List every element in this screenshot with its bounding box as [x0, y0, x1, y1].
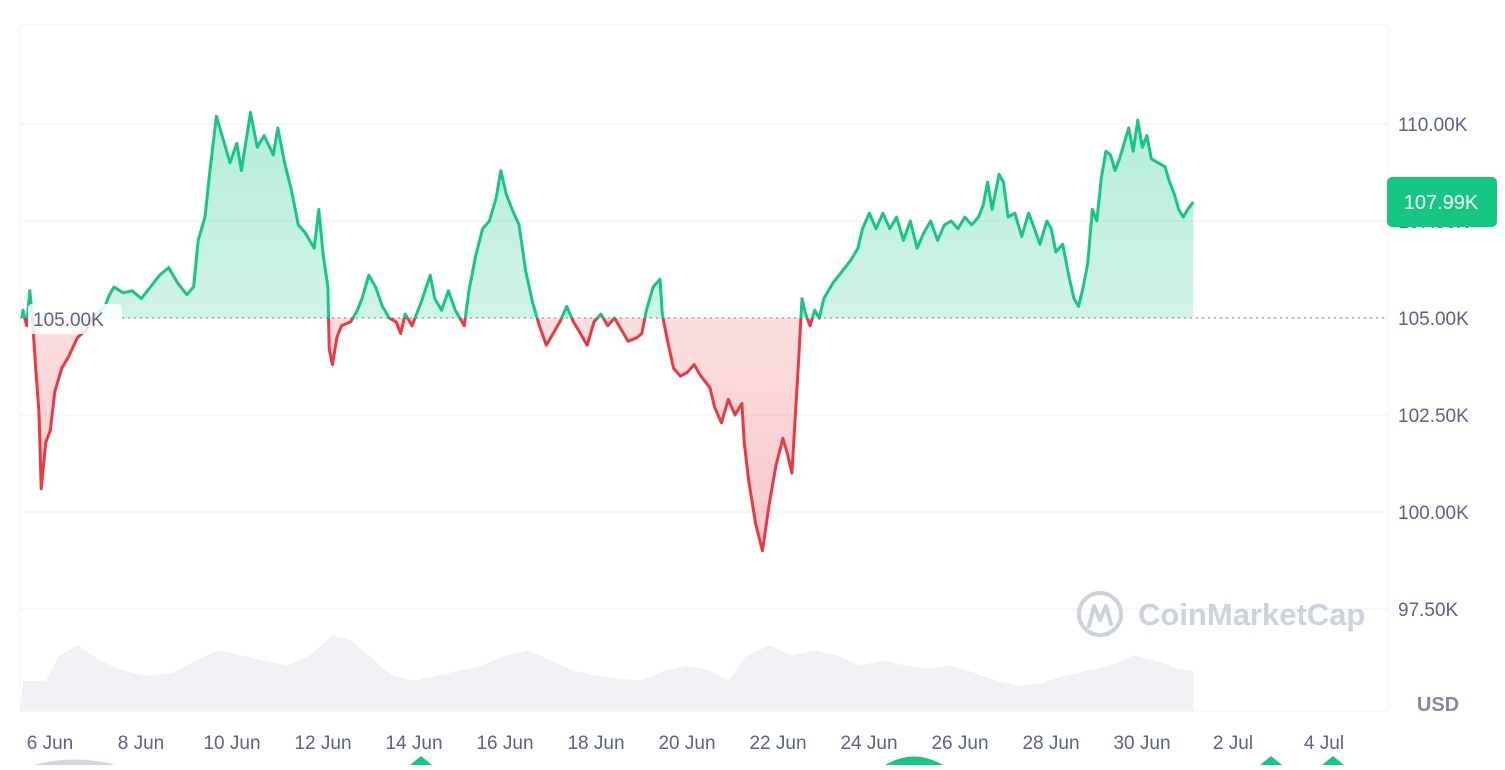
coinmarketcap-logo-wave	[1087, 604, 1113, 628]
baseline-label-bg	[28, 304, 122, 334]
x-tick-label: 10 Jun	[203, 733, 260, 754]
baseline-label: 105.00K	[28, 304, 122, 334]
current-price-label: 107.99K	[1404, 192, 1479, 214]
y-tick-label: 105.00K	[1398, 309, 1469, 330]
current-price-badge: 107.99K	[1387, 176, 1497, 227]
x-tick-label: 4 Jul	[1304, 733, 1344, 754]
x-tick-label: 28 Jun	[1022, 733, 1079, 754]
price-area	[22, 112, 1194, 551]
x-tick-label: 24 Jun	[840, 733, 897, 754]
y-tick-label: 110.00K	[1398, 115, 1468, 136]
x-tick-label: 22 Jun	[749, 733, 806, 754]
volume-shape	[20, 635, 1194, 711]
x-tick-label: 18 Jun	[567, 733, 624, 754]
price-line	[20, 110, 1195, 553]
coinmarketcap-logo-icon	[1077, 591, 1123, 637]
current-price-badge-bg	[1387, 176, 1497, 227]
event-marker-3	[1260, 756, 1282, 765]
x-tick-label: 6 Jun	[27, 733, 73, 754]
x-tick-label: 12 Jun	[294, 733, 351, 754]
baseline-label-text: 105.00K	[33, 310, 104, 331]
area-above-baseline	[22, 112, 1194, 318]
event-marker-2	[885, 756, 943, 765]
y-tick-label: 97.50K	[1398, 600, 1459, 621]
event-markers	[34, 756, 1344, 765]
watermark: CoinMarketCap	[1077, 591, 1365, 637]
x-tick-label: 8 Jun	[118, 733, 164, 754]
currency-label: USD	[1417, 694, 1459, 716]
x-tick-label: 20 Jun	[658, 733, 715, 754]
x-tick-label: 16 Jun	[476, 733, 533, 754]
range-handle[interactable]	[34, 759, 116, 766]
y-tick-label: 102.50K	[1398, 406, 1469, 427]
price-line-down	[22, 318, 821, 553]
y-tick-label: 100.00K	[1398, 503, 1469, 524]
watermark-text: CoinMarketCap	[1138, 597, 1365, 632]
x-axis-ticks: 6 Jun 8 Jun 10 Jun 12 Jun 14 Jun 16 Jun 18 Jun…	[27, 733, 1344, 754]
x-tick-label: 2 Jul	[1213, 733, 1253, 754]
x-tick-label: 30 Jun	[1113, 733, 1170, 754]
volume-area	[20, 635, 1194, 711]
area-below-baseline	[22, 318, 1194, 551]
price-line-up	[20, 110, 1195, 318]
x-tick-label: 26 Jun	[931, 733, 988, 754]
x-tick-label: 14 Jun	[385, 733, 442, 754]
event-marker-4	[1322, 756, 1344, 765]
event-marker-1	[410, 756, 432, 765]
